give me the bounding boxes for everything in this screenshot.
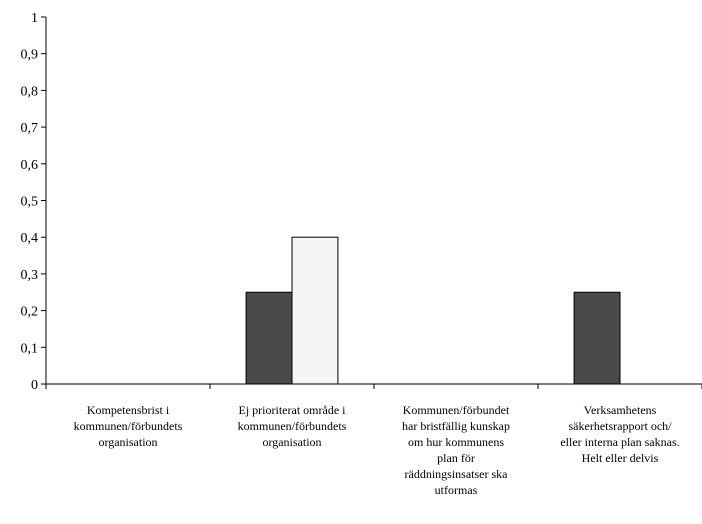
y-tick-label: 0,7: [21, 121, 39, 136]
y-axis-ticks: 0 0,1 0,2 0,3 0,4 0,5 0,6 0,7 0,8 0,9 1: [21, 11, 46, 393]
y-tick-label: 0,6: [21, 158, 39, 173]
y-tick-label: 0,5: [21, 195, 39, 210]
bars: [245, 236, 621, 385]
y-tick-label: 0,2: [21, 305, 39, 320]
bar-series-1-category-4: [573, 291, 621, 385]
x-axis-ticks: [45, 384, 702, 389]
y-tick-label: 0,9: [21, 48, 39, 63]
y-tick-label: 1: [31, 11, 38, 26]
category-label: Ej prioriterat område i kommunen/förbund…: [237, 403, 347, 449]
y-tick-label: 0,3: [21, 268, 39, 283]
y-tick-label: 0,4: [21, 231, 39, 246]
y-tick-label: 0,1: [21, 341, 39, 356]
bar-series-1-category-2: [245, 291, 293, 385]
bar-series-2-category-2: [291, 236, 339, 385]
y-tick-label: 0: [31, 378, 38, 393]
category-label: Kompetensbrist i kommunen/förbundets org…: [73, 403, 183, 449]
y-tick-label: 0,8: [21, 84, 39, 99]
category-label: Kommunen/förbundet har bristfällig kunsk…: [402, 403, 510, 497]
category-label: Verksamhetens säkerhetsrapport och/ elle…: [560, 403, 680, 465]
